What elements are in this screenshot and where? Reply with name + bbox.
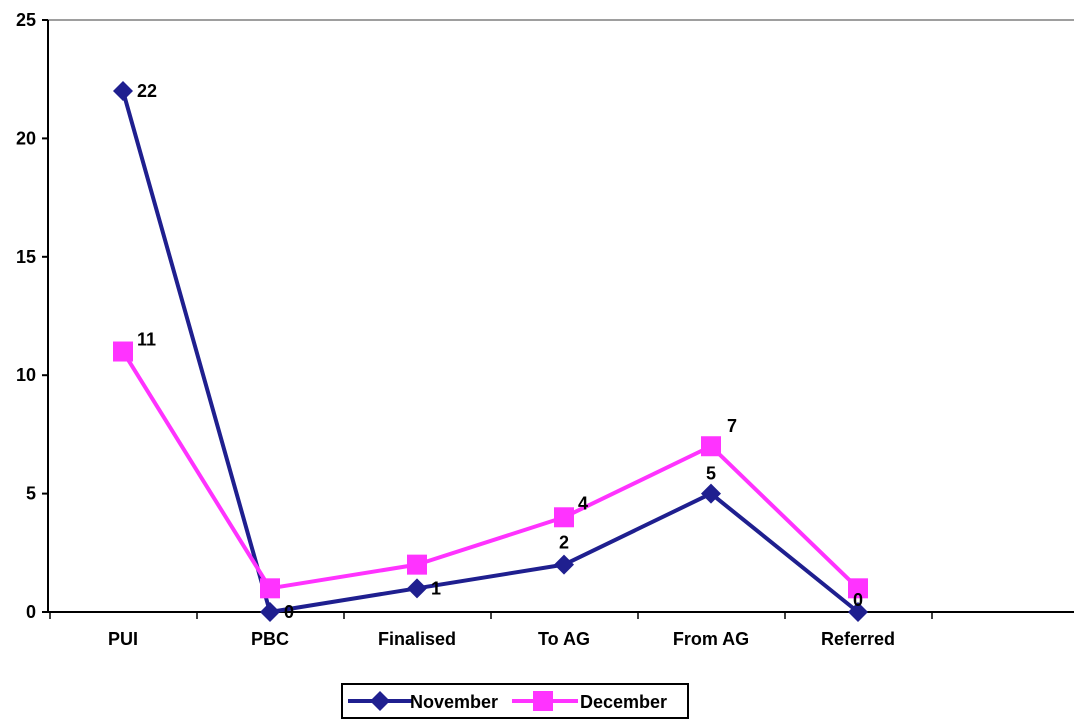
legend-label-december: December: [580, 692, 667, 712]
y-tick-label: 0: [26, 602, 36, 622]
point-november: [848, 602, 868, 622]
legend-label-november: November: [410, 692, 498, 712]
y-tick-label: 15: [16, 247, 36, 267]
point-november: [554, 554, 574, 575]
legend-item-november: November: [348, 691, 498, 712]
legend: November December: [341, 683, 689, 719]
legend-swatch-november-diamond: [370, 691, 390, 711]
point-december: [554, 507, 574, 528]
series-layer: [113, 81, 868, 622]
point-december: [113, 341, 133, 362]
point-december: [701, 436, 721, 457]
point-november: [407, 578, 427, 599]
point-november: [701, 483, 721, 504]
x-category-label: To AG: [538, 629, 590, 649]
data-labels-layer: 22 0 1 2 5 0 11 4 7: [137, 81, 863, 622]
x-category-label: PBC: [251, 629, 289, 649]
legend-item-december: December: [512, 691, 667, 712]
y-tick-label: 5: [26, 484, 36, 504]
point-december: [848, 578, 868, 599]
data-label-november: 22: [137, 81, 157, 101]
data-label-december: 4: [578, 493, 588, 513]
x-category-label: From AG: [673, 629, 749, 649]
y-tick-label: 20: [16, 128, 36, 148]
data-label-december: 11: [137, 330, 156, 350]
y-tick-label: 10: [16, 365, 36, 385]
point-november: [113, 81, 133, 102]
data-label-november: 5: [706, 464, 716, 484]
data-label-november: 0: [284, 602, 294, 622]
x-category-label: Finalised: [378, 629, 456, 649]
point-november: [260, 602, 280, 622]
point-december: [260, 578, 280, 599]
x-category-label: PUI: [108, 629, 138, 649]
data-label-december: 7: [727, 416, 737, 436]
data-label-november: 0: [853, 590, 863, 610]
series-line-november: [121, 90, 860, 614]
legend-swatch-december-square: [533, 691, 553, 711]
data-label-november: 1: [431, 578, 441, 598]
data-label-november: 2: [559, 533, 569, 553]
x-axis-ticks: PUI PBC Finalised To AG From AG Referred: [49, 612, 933, 649]
series-line-december: [121, 350, 860, 591]
y-tick-label: 25: [16, 10, 36, 30]
x-category-label: Referred: [821, 629, 895, 649]
y-axis-ticks: 0 5 10 15 20 25: [16, 10, 48, 622]
point-december: [407, 554, 427, 575]
